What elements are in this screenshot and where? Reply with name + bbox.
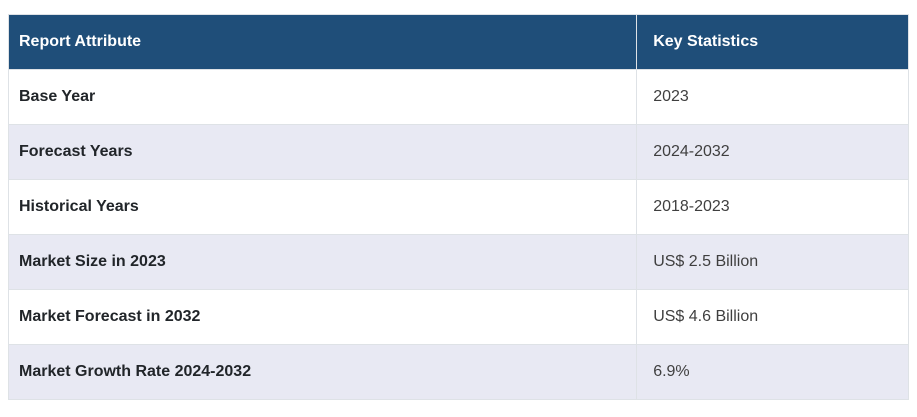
value-cell: US$ 4.6 Billion — [636, 289, 909, 345]
value-cell: US$ 2.5 Billion — [636, 234, 909, 290]
value-cell: 6.9% — [636, 344, 909, 400]
column-header-report-attribute: Report Attribute — [7, 14, 638, 70]
table-row-market-forecast: Market Forecast in 2032 US$ 4.6 Billion — [7, 289, 909, 345]
attribute-cell: Market Growth Rate 2024-2032 — [7, 344, 638, 400]
attribute-cell: Historical Years — [7, 179, 638, 235]
table-header-row: Report Attribute Key Statistics — [7, 14, 909, 70]
table-row-base-year: Base Year 2023 — [7, 69, 909, 125]
report-summary-table: Report Attribute Key Statistics Base Yea… — [7, 14, 909, 400]
attribute-cell: Base Year — [7, 69, 638, 125]
column-header-key-statistics: Key Statistics — [636, 14, 909, 70]
attribute-cell: Forecast Years — [7, 124, 638, 180]
attribute-cell: Market Size in 2023 — [7, 234, 638, 290]
table-row-forecast-years: Forecast Years 2024-2032 — [7, 124, 909, 180]
value-cell: 2024-2032 — [636, 124, 909, 180]
value-cell: 2018-2023 — [636, 179, 909, 235]
attribute-cell: Market Forecast in 2032 — [7, 289, 638, 345]
value-cell: 2023 — [636, 69, 909, 125]
table-row-market-growth-rate: Market Growth Rate 2024-2032 6.9% — [7, 344, 909, 400]
table-row-market-size: Market Size in 2023 US$ 2.5 Billion — [7, 234, 909, 290]
table-row-historical-years: Historical Years 2018-2023 — [7, 179, 909, 235]
